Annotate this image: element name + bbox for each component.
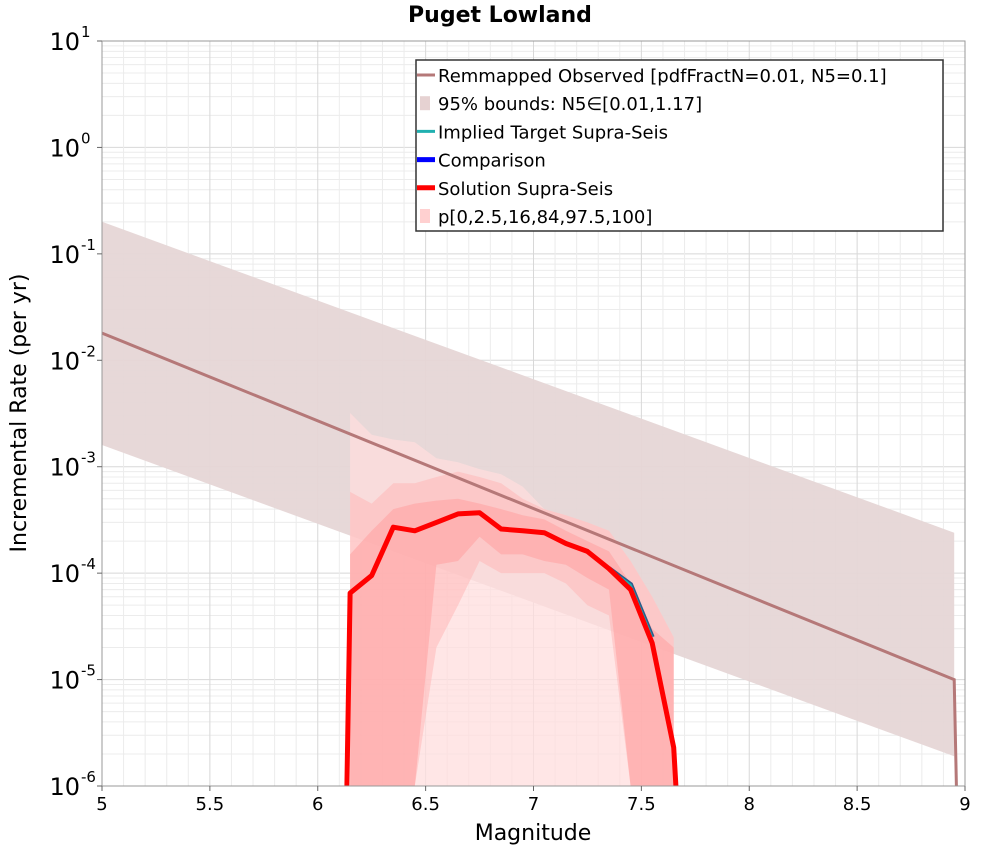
y-tick-label: 10 — [49, 241, 80, 269]
legend-label-2: Implied Target Supra-Seis — [438, 122, 668, 143]
y-tick-exponent: 0 — [81, 129, 91, 147]
x-axis-label: Magnitude — [475, 821, 592, 846]
y-tick-exponent: 1 — [81, 23, 91, 41]
y-tick-exponent: -4 — [81, 555, 96, 573]
bounds-95-band — [102, 221, 955, 757]
bands-layer — [102, 221, 955, 786]
x-tick-label: 7.5 — [627, 794, 656, 815]
x-tick-label: 6 — [312, 794, 323, 815]
x-tick-label: 9 — [959, 794, 970, 815]
y-tick-label: 10 — [49, 454, 80, 482]
x-tick-label: 6.5 — [411, 794, 440, 815]
x-tick-label: 8 — [744, 794, 755, 815]
y-tick-exponent: -3 — [81, 449, 96, 467]
y-tick-label: 10 — [49, 28, 80, 56]
y-tick-label: 10 — [49, 347, 80, 375]
legend-swatch-1 — [420, 96, 430, 111]
observed-line — [101, 331, 958, 787]
chart-title: Puget Lowland — [408, 3, 592, 28]
legend-label-4: Solution Supra-Seis — [438, 179, 613, 200]
y-tick-exponent: -2 — [81, 342, 96, 360]
x-axis: 5 5.5 6 6.5 7 7.5 8 8.5 9 — [96, 786, 971, 815]
lines-layer — [101, 331, 958, 787]
y-tick-label: 10 — [49, 773, 80, 801]
legend-box — [415, 59, 944, 232]
legend-label-1: 95% bounds: N5∈[0.01,1.17] — [438, 94, 702, 115]
legend-label-3: Comparison — [438, 151, 546, 172]
x-tick-label: 8.5 — [843, 794, 872, 815]
legend-label-5: p[0,2.5,16,84,97.5,100] — [438, 207, 652, 228]
y-axis-label: Incremental Rate (per yr) — [7, 274, 32, 553]
legend: Remmapped Observed [pdfFractN=0.01, N5=0… — [415, 59, 944, 232]
solution-line — [344, 510, 679, 787]
legend-swatch-5 — [420, 209, 430, 223]
x-tick-label: 5 — [96, 794, 107, 815]
y-tick-exponent: -6 — [81, 768, 96, 786]
y-tick-label: 10 — [49, 560, 80, 588]
p-inner-band — [350, 498, 674, 786]
x-tick-label: 7 — [528, 794, 539, 815]
legend-label-0: Remmapped Observed [pdfFractN=0.01, N5=0… — [438, 66, 887, 87]
x-tick-label: 5.5 — [196, 794, 225, 815]
y-tick-exponent: -1 — [81, 236, 96, 254]
y-tick-label: 10 — [49, 667, 80, 695]
y-tick-exponent: -5 — [81, 662, 96, 680]
y-tick-label: 10 — [49, 134, 80, 162]
